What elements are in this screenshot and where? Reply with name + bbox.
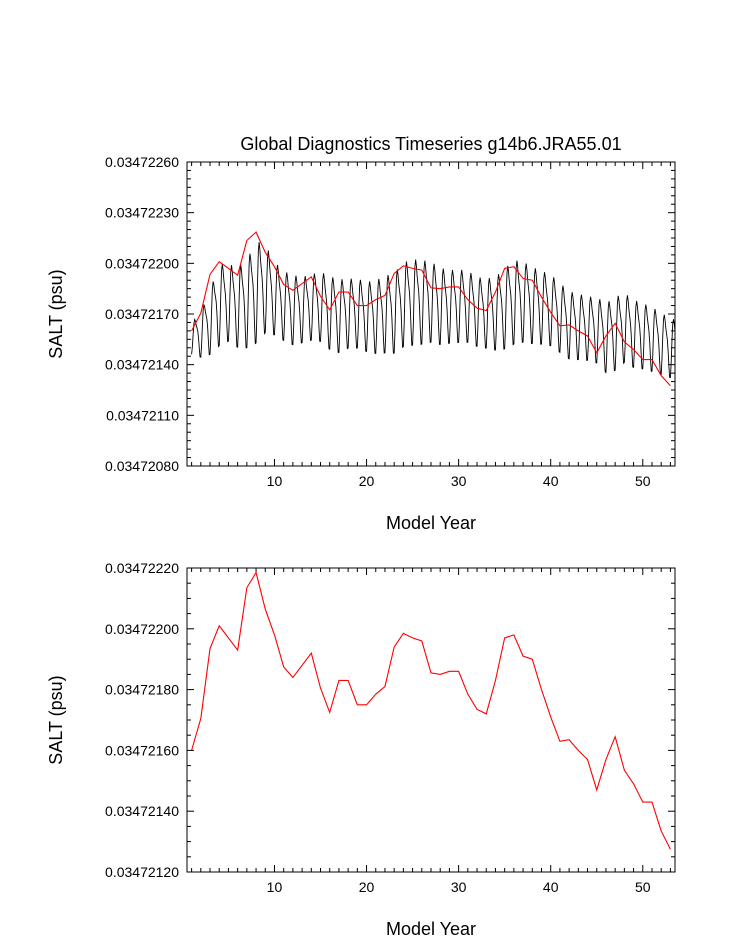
x-tick-label: 20 [359,473,375,489]
x-tick-label: 50 [635,473,651,489]
x-tick-label: 40 [543,879,559,895]
plot-frame [186,567,676,873]
series-line-monthly [191,242,675,379]
x-axis-label: Model Year [386,513,476,533]
y-axis-label: SALT (psu) [46,269,66,358]
x-tick-label: 40 [543,473,559,489]
y-tick-label: 0.03472200 [105,621,179,637]
series-line-annual-mean [191,571,671,850]
y-tick-label: 0.03472200 [105,255,179,271]
y-tick-label: 0.03472260 [105,154,179,170]
x-axis-label: Model Year [386,919,476,939]
x-tick-label: 50 [635,879,651,895]
top-panel: 10 20 30 40 50 0.03472080 0.03472110 0.03472140… [46,154,676,533]
x-tick-label: 20 [359,879,375,895]
y-tick-label: 0.03472230 [105,205,179,221]
bottom-panel: 10 20 30 40 50 0.03472120 0.03472140 0.03472160… [46,560,676,939]
y-tick-label: 0.03472080 [105,458,179,474]
x-tick-label: 30 [451,879,467,895]
y-tick-label: 0.03472110 [106,407,179,423]
y-tick-label: 0.03472170 [105,306,179,322]
x-tick-label: 10 [267,879,283,895]
y-tick-label: 0.03472140 [105,803,179,819]
y-axis-label: SALT (psu) [46,675,66,764]
series-line-annual-mean [191,231,671,387]
x-tick-label: 10 [267,473,283,489]
y-tick-label: 0.03472120 [105,864,179,880]
y-tick-label: 0.03472140 [105,357,179,373]
y-tick-label: 0.03472180 [105,682,179,698]
y-tick-label: 0.03472160 [105,742,179,758]
y-tick-label: 0.03472220 [105,560,179,576]
chart-title: Global Diagnostics Timeseries g14b6.JRA5… [240,134,621,154]
x-tick-label: 30 [451,473,467,489]
